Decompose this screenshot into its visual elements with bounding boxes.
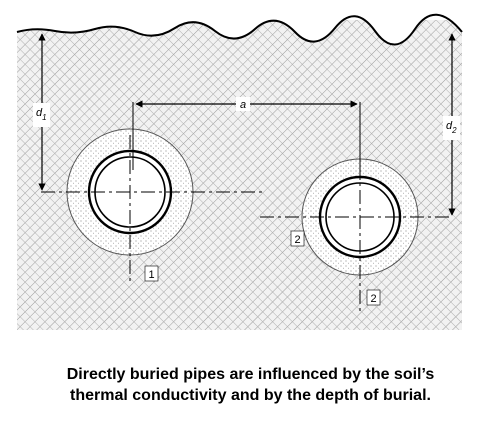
depth-dimension-left: d1 (33, 33, 50, 191)
svg-text:2: 2 (370, 293, 376, 305)
spacing-label: a (240, 99, 246, 111)
pipe-right-marker-side: 2 (290, 230, 305, 247)
spacing-dimension: a (132, 97, 361, 180)
svg-text:1: 1 (148, 269, 154, 281)
depth-left-label: d1 (36, 107, 47, 122)
depth-dimension-right: d2 (443, 33, 460, 216)
pipe-left-marker: 1 (144, 265, 159, 282)
pipe-right (260, 158, 452, 312)
caption-line-1: Directly buried pipes are influenced by … (66, 366, 435, 383)
pipe-left (41, 128, 262, 282)
svg-text:2: 2 (294, 234, 300, 246)
depth-right-label: d2 (446, 120, 457, 135)
buried-pipes-diagram: a d1 d2 1 2 2 (16, 13, 463, 330)
ground-surface-line (16, 13, 463, 46)
caption-line-2: thermal conductivity and by the depth of… (70, 387, 431, 404)
pipe-right-marker-bottom: 2 (366, 289, 381, 306)
